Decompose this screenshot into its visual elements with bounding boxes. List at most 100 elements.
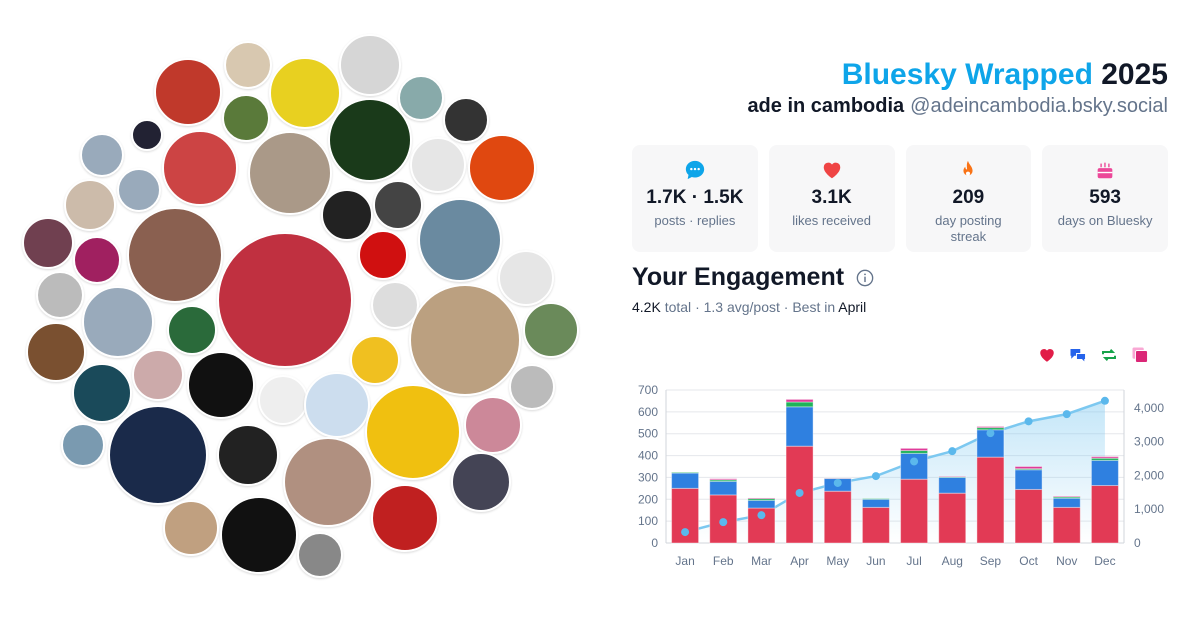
avatar[interactable] bbox=[167, 305, 217, 355]
cumulative-point bbox=[1100, 396, 1109, 405]
avatar[interactable] bbox=[321, 189, 373, 241]
bar-segment bbox=[671, 472, 700, 489]
avatar[interactable] bbox=[269, 57, 341, 129]
display-name: ade in cambodia bbox=[747, 95, 905, 117]
avatar[interactable] bbox=[365, 384, 461, 480]
avatar[interactable] bbox=[36, 271, 84, 319]
engagement-avg: · 1.3 avg/post · Best in bbox=[695, 299, 836, 315]
avatar[interactable] bbox=[451, 452, 511, 512]
avatar[interactable] bbox=[371, 484, 439, 552]
cake-icon bbox=[1097, 162, 1113, 179]
y2-tick-label: 1,000 bbox=[1134, 502, 1164, 516]
avatar[interactable] bbox=[61, 423, 105, 467]
cumulative-point bbox=[833, 478, 842, 487]
avatar[interactable] bbox=[297, 532, 343, 578]
bar-segment bbox=[861, 506, 890, 544]
avatar[interactable] bbox=[498, 250, 554, 306]
bar-segment bbox=[785, 406, 814, 447]
avatar[interactable] bbox=[73, 236, 121, 284]
avatar[interactable] bbox=[523, 302, 579, 358]
avatar[interactable] bbox=[80, 133, 124, 177]
year: 2025 bbox=[1101, 58, 1168, 91]
avatar[interactable] bbox=[304, 372, 370, 438]
bar-segment bbox=[976, 426, 1005, 429]
flame-icon bbox=[963, 160, 973, 176]
engagement-total-label: total bbox=[664, 299, 692, 315]
bar-segment bbox=[785, 398, 814, 403]
user-handle: @adeincambodia.bsky.social bbox=[910, 95, 1168, 117]
avatar[interactable] bbox=[64, 179, 116, 231]
brand-title: Bluesky Wrapped bbox=[841, 58, 1093, 91]
avatar[interactable] bbox=[224, 41, 272, 89]
avatar[interactable] bbox=[117, 168, 161, 212]
avatar[interactable] bbox=[187, 351, 255, 419]
avatar[interactable] bbox=[339, 34, 401, 96]
avatar[interactable] bbox=[222, 94, 270, 142]
y2-tick-label: 4,000 bbox=[1134, 401, 1164, 415]
engagement-chart: 0 100 200 300 400 500 600 700 0 1,000 2,000 3,000 4,… bbox=[638, 383, 1164, 568]
avatar[interactable] bbox=[418, 198, 502, 282]
avatar[interactable] bbox=[132, 349, 184, 401]
y-tick-label: 500 bbox=[638, 427, 658, 441]
avatar[interactable] bbox=[410, 137, 466, 193]
stat-label: likes received bbox=[792, 213, 871, 228]
y-tick-label: 400 bbox=[638, 449, 658, 463]
avatar[interactable] bbox=[283, 437, 373, 527]
avatar[interactable] bbox=[154, 58, 222, 126]
x-tick-label: Nov bbox=[1056, 554, 1077, 568]
bar-segment bbox=[900, 452, 929, 480]
stat-value: 3.1K bbox=[811, 187, 852, 208]
engagement-title: Your Engagement bbox=[632, 263, 845, 291]
avatar[interactable] bbox=[26, 322, 86, 382]
bar-segment bbox=[861, 498, 890, 500]
quote-icon[interactable] bbox=[1131, 346, 1149, 364]
avatar[interactable] bbox=[468, 134, 536, 202]
stat-label: day posting streak bbox=[935, 213, 1002, 244]
avatar[interactable] bbox=[162, 130, 238, 206]
avatar[interactable] bbox=[131, 119, 163, 151]
avatar[interactable] bbox=[72, 363, 132, 423]
heart-icon[interactable] bbox=[1038, 346, 1056, 364]
avatar[interactable] bbox=[464, 396, 522, 454]
cumulative-point bbox=[795, 488, 804, 497]
y-tick-label: 200 bbox=[638, 492, 658, 506]
avatar[interactable] bbox=[220, 496, 298, 574]
avatar[interactable] bbox=[409, 284, 521, 396]
avatar[interactable] bbox=[22, 217, 74, 269]
x-tick-label: Jun bbox=[866, 554, 885, 568]
avatar[interactable] bbox=[217, 424, 279, 486]
y-tick-label: 0 bbox=[651, 536, 658, 550]
cumulative-point bbox=[757, 511, 766, 520]
page-title: Bluesky Wrapped 2025 bbox=[842, 58, 1168, 92]
avatar[interactable] bbox=[328, 98, 412, 182]
avatar[interactable] bbox=[82, 286, 154, 358]
engagement-heading: Your Engagement bbox=[632, 263, 874, 292]
bar-segment bbox=[1052, 497, 1081, 508]
avatar[interactable] bbox=[163, 500, 219, 556]
x-tick-label: Dec bbox=[1094, 554, 1115, 568]
avatar[interactable] bbox=[373, 180, 423, 230]
avatar[interactable] bbox=[127, 207, 223, 303]
avatar[interactable] bbox=[108, 405, 208, 505]
avatar[interactable] bbox=[443, 97, 489, 143]
stat-value: 593 bbox=[1089, 187, 1121, 208]
bar-segment bbox=[1090, 485, 1119, 544]
avatar[interactable] bbox=[398, 75, 444, 121]
x-tick-label: Jul bbox=[906, 554, 921, 568]
avatar[interactable] bbox=[217, 232, 353, 368]
reply-icon[interactable] bbox=[1069, 346, 1087, 364]
avatar[interactable] bbox=[350, 335, 400, 385]
avatar[interactable] bbox=[509, 364, 555, 410]
avatar[interactable] bbox=[371, 281, 419, 329]
avatar[interactable] bbox=[248, 131, 332, 215]
repost-icon[interactable] bbox=[1100, 346, 1118, 364]
avatar[interactable] bbox=[258, 375, 308, 425]
cumulative-point bbox=[1062, 410, 1071, 419]
bar-segment bbox=[1052, 506, 1081, 544]
avatar[interactable] bbox=[358, 230, 408, 280]
heart-icon bbox=[823, 162, 840, 179]
info-icon[interactable] bbox=[856, 269, 874, 287]
bar-segment bbox=[671, 471, 700, 474]
bar-segment bbox=[1014, 488, 1043, 544]
engagement-total: 4.2K bbox=[632, 299, 661, 315]
